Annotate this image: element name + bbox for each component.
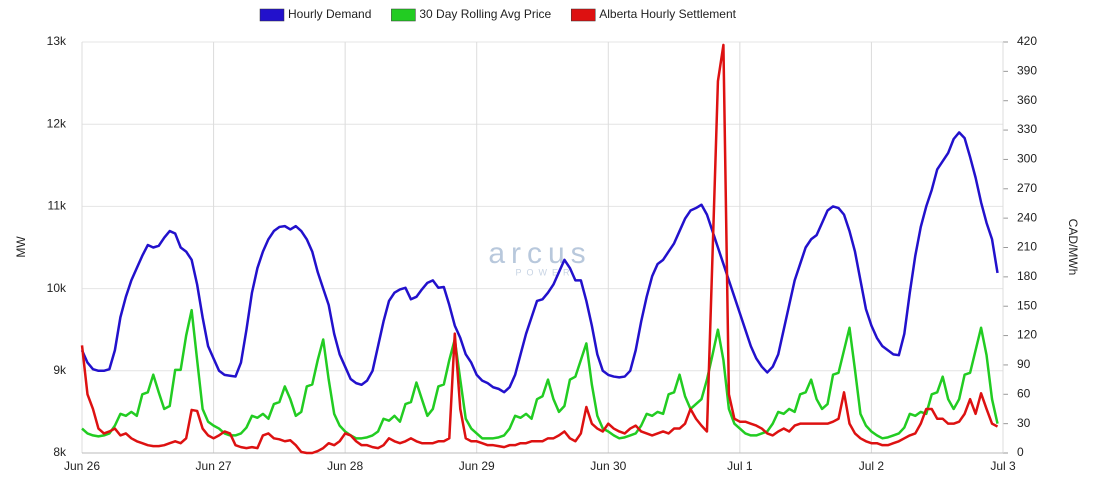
y2-tick-label: 150 — [1017, 298, 1037, 312]
y-tick-label: 9k — [53, 363, 67, 377]
x-tick-label: Jun 28 — [327, 459, 363, 473]
legend-swatch — [570, 8, 596, 22]
y-tick-label: 8k — [53, 445, 67, 459]
y2-tick-label: 210 — [1017, 240, 1037, 254]
y2-tick-label: 300 — [1017, 152, 1037, 166]
watermark-sub: POWER — [515, 267, 574, 277]
x-tick-label: Jun 29 — [459, 459, 495, 473]
legend-swatch — [391, 8, 416, 22]
y2-tick-label: 240 — [1017, 210, 1037, 224]
x-tick-label: Jun 26 — [64, 459, 100, 473]
y-axis-label: MW — [14, 236, 28, 258]
legend-swatch — [259, 8, 285, 22]
y2-tick-label: 390 — [1017, 64, 1037, 78]
y2-tick-label: 0 — [1017, 445, 1024, 459]
x-tick-label: Jul 3 — [990, 459, 1016, 473]
legend-label: 30 Day Rolling Avg Price — [419, 7, 551, 21]
y2-tick-label: 270 — [1017, 181, 1037, 195]
series-line — [80, 43, 999, 455]
x-tick-label: Jun 30 — [590, 459, 626, 473]
legend-label: Hourly Demand — [288, 7, 371, 21]
y-tick-label: 13k — [47, 34, 67, 48]
y2-tick-label: 420 — [1017, 34, 1037, 48]
watermark: arcus — [488, 237, 591, 270]
y2-tick-label: 30 — [1017, 416, 1031, 430]
y-tick-label: 12k — [47, 116, 67, 130]
y2-tick-label: 330 — [1017, 122, 1037, 136]
y2-tick-label: 90 — [1017, 357, 1031, 371]
y-tick-label: 11k — [48, 199, 67, 213]
y-tick-label: 10k — [47, 281, 67, 295]
y2-tick-label: 120 — [1017, 328, 1037, 342]
y2-tick-label: 180 — [1017, 269, 1037, 283]
y2-tick-label: 360 — [1017, 93, 1037, 107]
y2-axis-label: CAD/MWh — [1066, 219, 1080, 276]
legend-label: Alberta Hourly Settlement — [599, 7, 736, 21]
x-tick-label: Jun 27 — [196, 459, 232, 473]
x-tick-label: Jul 1 — [727, 459, 753, 473]
series-line — [81, 308, 999, 440]
y2-tick-label: 60 — [1017, 386, 1031, 400]
series-line — [80, 131, 999, 394]
x-tick-label: Jul 2 — [859, 459, 885, 473]
